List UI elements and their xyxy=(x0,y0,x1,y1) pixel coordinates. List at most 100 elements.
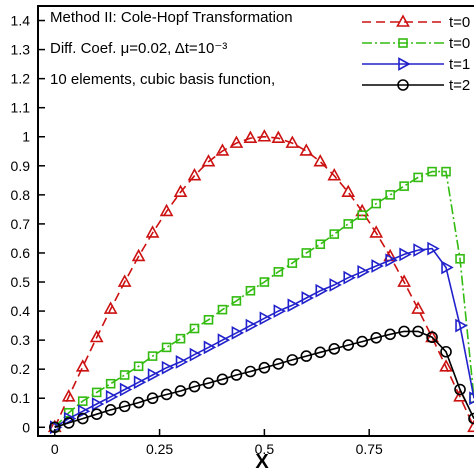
data-point xyxy=(287,298,301,313)
data-point xyxy=(160,388,173,401)
data-point xyxy=(440,345,452,358)
data-point xyxy=(203,340,217,355)
data-point xyxy=(313,154,328,167)
x-axis-label: X xyxy=(255,451,269,473)
legend-item: t=0 xyxy=(362,35,470,52)
legend: t=0 t=0 t=1 t=2 xyxy=(362,14,470,94)
data-point xyxy=(89,329,104,343)
data-point xyxy=(454,383,466,396)
annotation-method: Method II: Cole-Hopf Transformation xyxy=(50,9,293,26)
series-layer xyxy=(47,129,474,435)
data-point xyxy=(189,347,203,362)
data-point xyxy=(357,264,370,279)
data-point xyxy=(327,168,342,181)
data-point xyxy=(413,243,426,257)
data-point xyxy=(315,283,328,298)
data-point xyxy=(189,323,200,334)
data-point xyxy=(271,130,286,143)
y-tick-label: 0.4 xyxy=(11,303,31,319)
series-line xyxy=(54,330,474,429)
data-point xyxy=(117,274,132,287)
data-point xyxy=(371,198,381,209)
data-point xyxy=(91,387,102,398)
data-point xyxy=(203,314,214,325)
legend-item: t=0 xyxy=(362,14,470,31)
data-point xyxy=(147,368,161,382)
y-tick-label: 0.7 xyxy=(11,216,31,232)
y-tick-label: 0.5 xyxy=(11,274,31,290)
data-point xyxy=(159,203,174,217)
y-tick-label: 0.9 xyxy=(11,158,31,174)
y-tick-label: 0.2 xyxy=(11,361,31,377)
data-point xyxy=(105,378,116,389)
data-point xyxy=(231,296,242,306)
data-point xyxy=(175,355,189,369)
y-tick-label: 0.8 xyxy=(11,187,31,203)
x-tick-label: 0.75 xyxy=(356,441,383,457)
data-point xyxy=(328,343,341,355)
x-tick-label: 0.25 xyxy=(146,441,173,457)
data-point xyxy=(399,181,409,191)
data-point xyxy=(188,380,201,393)
data-point xyxy=(173,184,188,198)
annotation-elements: 10 elements, cubic basis function, xyxy=(50,71,275,88)
data-point xyxy=(105,389,119,404)
y-tick-label: 1.4 xyxy=(11,13,31,29)
data-point xyxy=(299,143,314,156)
data-point xyxy=(285,135,300,148)
data-point xyxy=(398,57,411,71)
data-point xyxy=(467,419,474,433)
data-point xyxy=(161,342,172,353)
y-tick-label: 1.1 xyxy=(11,100,31,116)
data-point xyxy=(257,129,272,142)
data-point xyxy=(385,190,395,200)
data-point xyxy=(119,370,130,380)
data-point xyxy=(356,335,368,348)
data-point xyxy=(412,325,424,338)
data-point xyxy=(217,333,231,347)
data-point xyxy=(259,311,273,326)
data-point xyxy=(273,304,287,318)
legend-item: t=1 xyxy=(362,56,470,73)
data-point xyxy=(426,331,438,344)
data-point xyxy=(230,369,243,381)
data-point xyxy=(397,79,409,91)
series-line xyxy=(54,135,474,428)
data-point xyxy=(341,184,356,198)
legend-item: t=2 xyxy=(362,77,470,94)
data-point xyxy=(398,38,408,48)
data-point xyxy=(133,375,147,390)
data-point xyxy=(161,360,175,375)
annotation-diffusion: Diff. Coef. μ=0.02, Δt=10⁻³ xyxy=(50,40,227,57)
data-point xyxy=(217,304,228,315)
y-tick-label: 1.2 xyxy=(11,71,31,87)
series-circle xyxy=(48,325,474,434)
plot-frame xyxy=(37,5,474,437)
data-point xyxy=(215,143,230,156)
data-point xyxy=(370,331,382,344)
x-tick-label: 0 xyxy=(51,441,59,457)
data-point xyxy=(119,382,133,397)
y-tick-label: 0.6 xyxy=(11,245,31,261)
data-point xyxy=(245,285,256,296)
data-point xyxy=(301,248,312,258)
data-point xyxy=(343,270,356,285)
data-point xyxy=(77,396,88,406)
data-point xyxy=(147,351,158,361)
y-tick-label: 1 xyxy=(22,129,30,145)
data-point xyxy=(427,166,437,177)
data-point xyxy=(174,385,187,397)
data-point xyxy=(91,397,105,411)
series-square xyxy=(49,166,474,433)
data-point xyxy=(216,373,229,386)
data-point xyxy=(201,154,216,167)
data-point xyxy=(229,135,244,148)
series-line xyxy=(54,247,474,428)
data-point xyxy=(314,346,327,359)
data-point xyxy=(427,241,440,256)
data-point xyxy=(286,354,299,366)
legend-label: t=1 xyxy=(449,56,470,73)
series-line xyxy=(54,170,474,428)
data-point xyxy=(469,391,474,406)
data-point xyxy=(343,219,354,229)
